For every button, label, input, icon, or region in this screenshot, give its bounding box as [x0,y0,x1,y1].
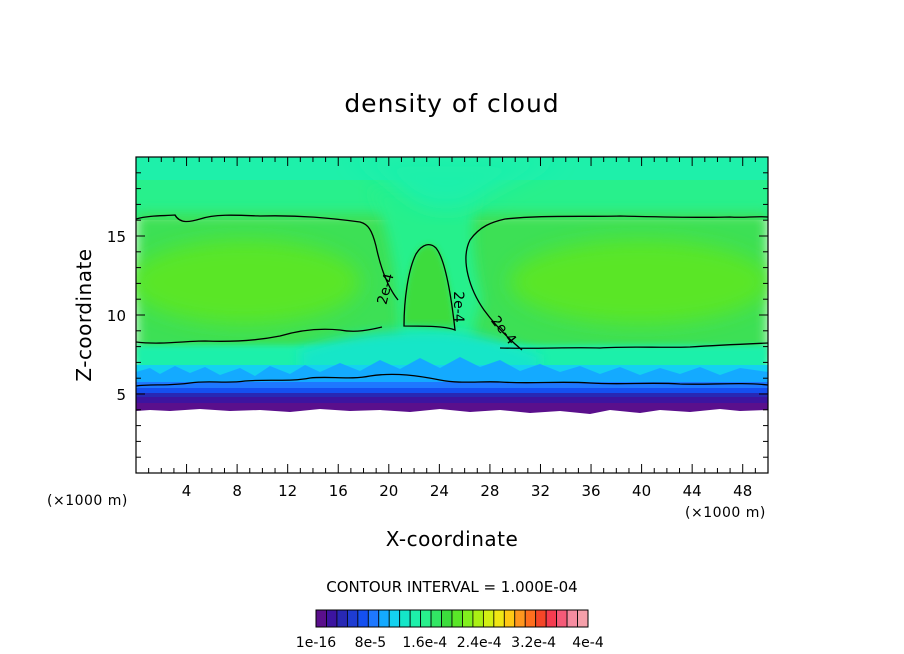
colorbar-swatch [378,609,390,628]
chart-title: density of cloud [344,89,559,118]
x-unit-label: (×1000 m) [47,493,128,509]
lower-layer-band [136,393,768,398]
colorbar-swatch [566,609,578,628]
x-tick-label: 16 [329,482,348,500]
lower-layer-band [136,382,768,389]
colorbar-swatch [545,609,558,628]
y-axis-label: Z-coordinate [72,248,96,381]
colorbar-swatch [441,609,453,628]
colorbar-swatch [535,609,547,628]
colorbar-tick-label: 4e-4 [572,635,604,651]
x-axis: 4 8 12 16 20 24 28 32 36 40 44 48 [148,157,756,500]
colorbar-tick-label: 1.6e-4 [402,635,447,651]
cloud-base-edge [136,403,768,414]
colorbar-swatch [503,609,516,628]
colorbar-swatch [399,609,411,628]
colorbar-labels: 1e-16 8e-5 1.6e-4 2.4e-4 3.2e-4 4e-4 [296,635,604,651]
colorbar-swatch [367,609,380,628]
density-core-left [136,240,360,324]
colorbar-tick-label: 8e-5 [355,635,386,651]
colorbar-swatch [556,609,568,628]
colorbar-swatch [451,609,463,628]
colorbar-tick-label: 2.4e-4 [457,635,502,651]
colorbar-tick-label: 1e-16 [296,635,336,651]
contour-line-tower [403,243,456,332]
colorbar-swatch [346,609,359,628]
colorbar [315,609,589,628]
colorbar-tick-label: 3.2e-4 [511,635,556,651]
x-axis-label: X-coordinate [386,527,519,551]
contour-line-anvil-top-left [136,214,399,301]
colorbar-swatch [420,609,432,628]
x-unit-label: (×1000 m) [685,505,766,521]
x-tick-label: 12 [278,482,297,500]
colorbar-swatch [315,609,327,628]
x-tick-label: 28 [480,482,499,500]
contour-line-cloud-base [136,373,768,387]
colorbar-swatch [326,609,338,628]
contour-labels: 2e-4 2e-4 2e-4 [375,272,520,348]
x-tick-label: 36 [581,482,600,500]
colorbar-swatch [482,609,495,628]
density-core-right [510,240,768,324]
colorbar-swatch [430,609,442,628]
colorbar-swatch [462,609,474,628]
colorbar-frame [315,609,589,628]
y-axis: 5 10 15 [107,172,768,458]
cloud-base-band [136,397,768,404]
colorbar-swatch [577,609,589,628]
y-tick-label: 15 [107,228,126,246]
contour-line-anvil-top-right [465,215,768,351]
x-tick-label: 32 [531,482,550,500]
density-field [136,157,768,414]
x-tick-label: 48 [733,482,752,500]
contour-interval-text: CONTOUR INTERVAL = 1.000E-04 [326,578,577,596]
x-tick-label: 4 [182,482,192,500]
y-tick-label: 10 [107,307,126,325]
convective-tower [404,244,455,330]
colorbar-swatch [409,609,422,628]
gap-top-fade [350,157,560,210]
cloud-base-roughness [136,357,768,380]
contour-line-anvil-bottom-left [136,326,383,344]
colorbar-swatch [336,609,348,628]
contour-label: 2e-4 [375,272,398,307]
x-tick-label: 44 [683,482,702,500]
colorbar-swatch [357,609,369,628]
x-tick-label: 24 [430,482,449,500]
x-tick-label: 8 [232,482,242,500]
contour-label: 2e-4 [450,291,466,323]
lower-layer-band [136,388,768,394]
x-tick-label: 40 [632,482,651,500]
contour-lines [136,214,768,387]
colorbar-swatch [493,609,505,628]
colorbar-swatch [388,609,401,628]
colorbar-swatch [524,609,537,628]
x-tick-label: 20 [379,482,398,500]
colorbar-swatch [514,609,526,628]
y-tick-label: 5 [116,386,126,404]
colorbar-swatch [472,609,484,628]
contour-line-anvil-bottom-right [499,342,768,349]
